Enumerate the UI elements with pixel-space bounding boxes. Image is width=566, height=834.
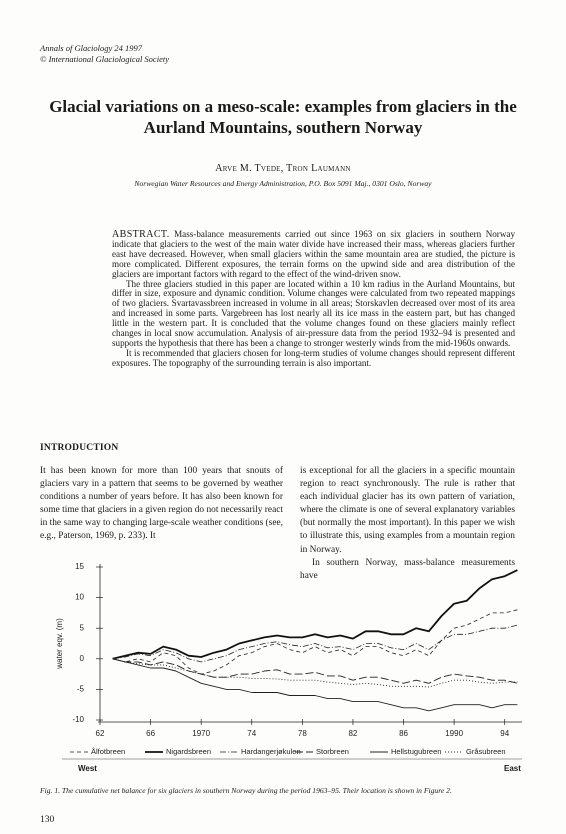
legend-label: Nigardsbreen [166,747,211,756]
x-tick-label: 1990 [445,729,463,738]
series-line [112,658,518,712]
abstract-paragraph: ABSTRACT. Mass-balance measurements carr… [112,229,515,280]
legend-label: Storbreen [316,747,349,756]
x-tick-label: 74 [247,729,256,738]
x-tick-label: 66 [146,729,155,738]
paper-title: Glacial variations on a meso-scale: exam… [49,97,517,137]
legend-label: Hellstugubreen [391,747,441,756]
page-number: 130 [40,815,55,825]
abstract-paragraph: It is recommended that glaciers chosen f… [112,347,515,368]
legend-label: Hardangerjøkulen [241,747,301,756]
abstract: ABSTRACT. Mass-balance measurements carr… [112,229,515,369]
section-heading: INTRODUCTION [40,443,119,453]
x-tick-label: 94 [500,729,509,738]
y-tick-label: 15 [75,562,84,571]
abstract-label: ABSTRACT. [112,229,170,240]
chart: water eqv. (m) -10 -5 0 5 10 15 62 66 1970 74 78 82 8… [55,562,522,760]
paragraph: It has been known for more than 100 year… [40,466,283,542]
y-tick-label: -10 [72,715,84,724]
series-line [112,658,518,684]
authors: Arve M. Tvede, Tron Laumann [215,163,351,174]
x-tick-label: 86 [399,729,408,738]
series-line [112,624,518,663]
legend-label: Ålfotbreen [91,747,125,756]
left-column: It has been known for more than 100 year… [40,465,283,544]
y-tick-label: -5 [77,685,85,694]
abstract-paragraph: The three glaciers studied in this paper… [112,278,515,348]
east-label: East [504,764,521,773]
x-tick-label: 78 [298,729,307,738]
affiliation: Norwegian Water Resources and Energy Adm… [134,179,432,188]
legend-label: Gråsubreen [466,747,506,756]
x-tick-label: 82 [348,729,357,738]
copyright-line: © International Glaciological Society [40,54,169,64]
y-tick-label: 0 [80,654,85,663]
right-column: is exceptional for all the glaciers in a… [300,465,515,583]
paragraph: is exceptional for all the glaciers in a… [300,466,515,555]
x-tick-label: 1970 [192,729,210,738]
series-line [112,609,518,675]
west-label: West [78,764,97,773]
journal-line: Annals of Glaciology 24 1997 [40,43,142,53]
figure-caption: Fig. 1. The cumulative net balance for s… [40,786,452,795]
series-line [112,658,518,688]
x-tick-label: 62 [96,729,105,738]
y-axis-title: water eqv. (m) [55,618,64,670]
abstract-text: Mass-balance measurements carried out si… [112,229,515,279]
y-tick-label: 5 [80,623,85,632]
series-line [112,569,518,660]
y-tick-label: 10 [75,593,84,602]
paragraph: In southern Norway, mass-balance measure… [300,557,515,581]
